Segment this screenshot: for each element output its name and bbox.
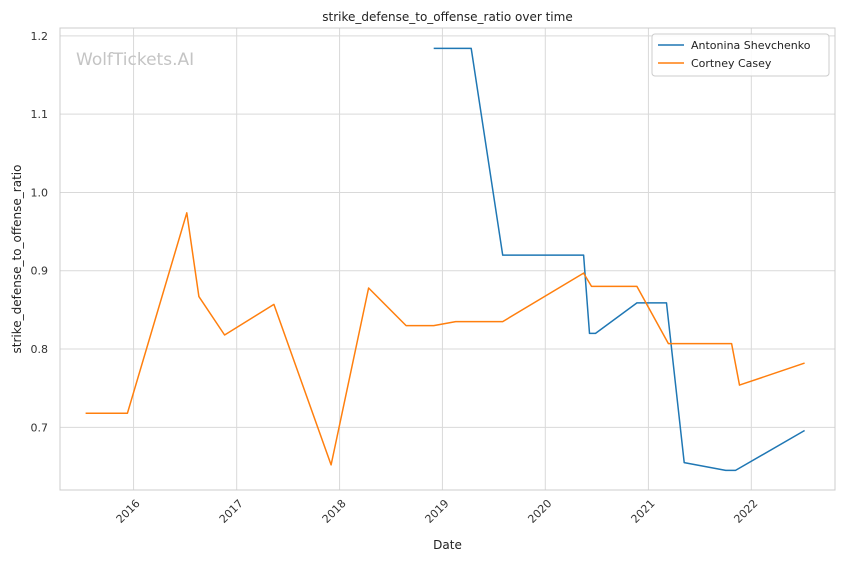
y-tick-label: 1.0 [31,186,49,199]
series-line [433,47,805,472]
plot-frame [59,27,836,491]
y-tick-label: 1.2 [31,30,49,43]
chart-title: strike_defense_to_offense_ratio over tim… [322,10,572,24]
y-tick-label: 1.1 [31,108,49,121]
watermark-text: WolfTickets.AI [76,50,194,70]
series-layer [85,47,805,472]
y-tick-label: 0.7 [31,421,49,434]
legend-label: Antonina Shevchenko [691,39,811,52]
y-axis-label: strike_defense_to_offense_ratio [10,165,24,354]
series-line [85,212,805,466]
legend-label: Cortney Casey [691,57,772,70]
legend-box [651,33,830,77]
y-tick-label: 0.8 [31,343,49,356]
y-axis-ticks: 0.7 0.8 0.9 1.0 1.1 1.2 [31,30,49,435]
y-tick-label: 0.9 [31,265,49,278]
legend: Antonina Shevchenko Cortney Casey [651,33,830,77]
x-axis-label: Date [433,538,462,552]
